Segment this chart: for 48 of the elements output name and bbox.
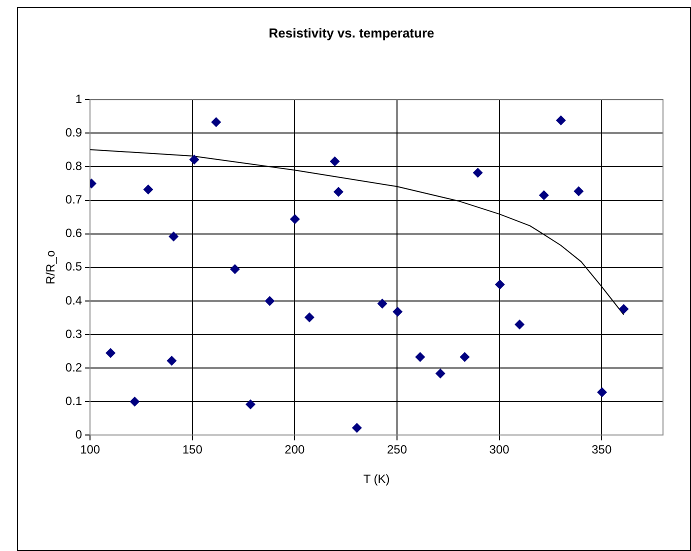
y-tick-label: 0 (75, 428, 82, 442)
point (333, 186, 344, 197)
x-tick-label: 200 (284, 442, 306, 457)
point (415, 352, 426, 362)
point (106, 348, 116, 358)
x-tick-label: 150 (182, 442, 203, 457)
y-tick-label: 0.7 (65, 192, 82, 207)
point (304, 312, 314, 322)
y-axis-title: R/R_o (44, 250, 58, 284)
x-axis-title: T (K) (363, 472, 390, 486)
point (618, 304, 629, 314)
point (538, 190, 549, 200)
y-tick-label: 0.5 (65, 260, 82, 274)
y-tick-label: 0.9 (65, 125, 82, 140)
x-tick-label: 300 (489, 442, 510, 457)
point (143, 184, 154, 195)
point (230, 264, 240, 274)
y-tick-label: 0.2 (65, 360, 82, 374)
x-tick-label: 350 (592, 442, 612, 457)
point (246, 399, 256, 410)
point (168, 232, 179, 242)
point (597, 387, 608, 398)
point (189, 154, 200, 165)
point (264, 296, 275, 306)
point (352, 422, 362, 433)
y-tick-label: 0.1 (65, 394, 82, 408)
point (494, 280, 505, 290)
point (574, 186, 584, 196)
y-tick-label: 0.3 (65, 326, 82, 341)
point (211, 117, 222, 128)
chart-title: Resistivity vs. temperature (268, 25, 434, 40)
point (460, 352, 470, 362)
y-tick-label: 0.6 (65, 226, 82, 240)
point (290, 214, 300, 224)
y-tick-label: 0.8 (65, 159, 82, 174)
point (377, 298, 388, 309)
point (130, 396, 140, 407)
y-tick-label: 1 (75, 92, 82, 106)
x-tick-label: 100 (80, 442, 100, 457)
point (556, 115, 566, 126)
point (435, 368, 446, 378)
point (330, 156, 340, 166)
point (514, 319, 525, 330)
point (472, 168, 483, 178)
y-tick-label: 0.4 (65, 293, 82, 308)
x-tick-label: 250 (386, 442, 408, 457)
point (166, 356, 177, 366)
point (392, 306, 403, 317)
